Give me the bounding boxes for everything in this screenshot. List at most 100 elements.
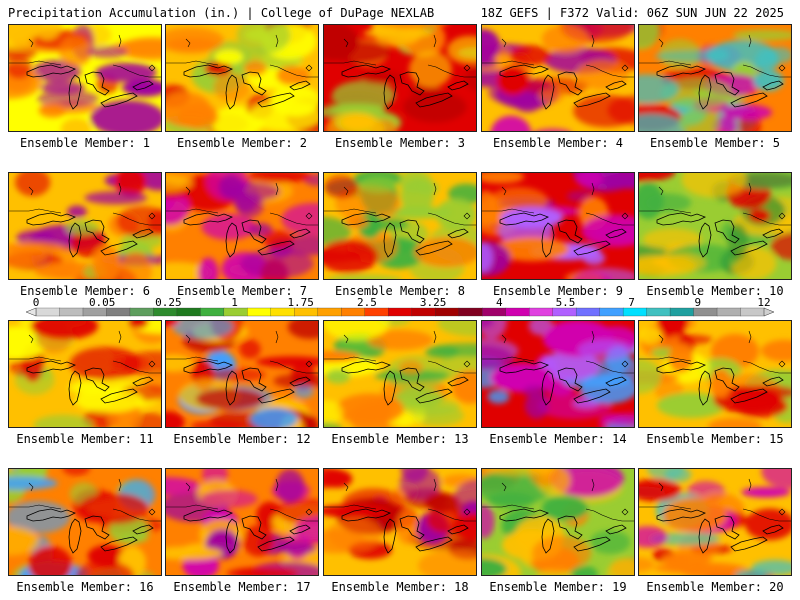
- colorbar-tick-label: 5.5: [555, 296, 576, 309]
- border-lines: [9, 330, 161, 374]
- colorbar-swatch: [552, 307, 577, 317]
- precip-blob: [524, 392, 549, 419]
- colorbar-swatch: [247, 307, 272, 317]
- colorbar-swatch: [411, 307, 436, 317]
- precip-blob: [639, 173, 676, 182]
- precip-blob: [599, 412, 634, 427]
- great-lakes-outline: [656, 508, 784, 554]
- header: Precipitation Accumulation (in.) | Colle…: [0, 0, 800, 22]
- precip-blob: [482, 173, 525, 184]
- precip-blob: [399, 469, 441, 501]
- precip-map: [481, 24, 635, 132]
- great-lakes-outline: [26, 360, 154, 406]
- border-lines: [324, 478, 476, 522]
- precip-blob: [402, 398, 460, 416]
- precip-field: [166, 173, 318, 279]
- precip-blob: [9, 526, 39, 556]
- precip-blob: [753, 70, 784, 91]
- precip-blob: [660, 77, 733, 109]
- ensemble-member-label: Ensemble Member: 7: [176, 284, 308, 298]
- precip-blob: [243, 60, 267, 76]
- precip-blob: [166, 411, 185, 427]
- colorbar-swatch: [223, 307, 248, 317]
- colorbar-swatch: [317, 307, 342, 317]
- ensemble-member-label: Ensemble Member: 19: [489, 580, 627, 594]
- precip-blob: [482, 474, 515, 491]
- ensemble-member-label: Ensemble Member: 8: [334, 284, 466, 298]
- colorbar-tick-label: 0.25: [155, 296, 182, 309]
- precip-blob: [293, 384, 314, 399]
- colorbar-tick-label: 4: [495, 296, 503, 309]
- precip-blob: [60, 118, 92, 131]
- precip-field: [482, 469, 634, 575]
- precip-blob: [662, 497, 727, 533]
- great-lakes-outline: [656, 360, 784, 406]
- precip-blob: [424, 492, 460, 512]
- precip-blob: [324, 400, 344, 425]
- precip-blob: [324, 321, 390, 341]
- precip-blob: [668, 343, 694, 373]
- border-lines: [166, 182, 318, 226]
- border-lines: [9, 34, 161, 78]
- precip-blob: [741, 487, 791, 498]
- border-lines: [639, 330, 791, 374]
- ensemble-member-label: Ensemble Member: 4: [492, 136, 624, 150]
- precip-blob: [761, 469, 791, 489]
- precip-blob: [242, 525, 275, 557]
- precip-blob: [33, 414, 94, 427]
- colorbar-swatch: [622, 307, 648, 317]
- precip-blob: [328, 516, 383, 552]
- border-lines: [166, 478, 318, 522]
- great-lakes-outline: [499, 508, 627, 554]
- great-lakes-outline: [341, 64, 469, 110]
- precip-blob: [535, 128, 570, 131]
- precip-blob: [575, 173, 603, 188]
- precip-blob: [639, 358, 662, 394]
- ensemble-member-label: Ensemble Member: 15: [646, 432, 784, 446]
- precip-blob: [722, 104, 773, 121]
- ensemble-member-label: Ensemble Member: 2: [176, 136, 308, 150]
- precip-blob: [262, 230, 294, 249]
- precip-blob: [415, 180, 439, 195]
- precip-blob: [287, 321, 318, 339]
- colorbar-swatch: [270, 307, 295, 317]
- great-lakes-outline: [183, 212, 311, 258]
- precip-blob: [75, 388, 144, 413]
- colorbar-swatch: [294, 307, 319, 317]
- precip-map: [165, 24, 319, 132]
- precip-blob: [37, 90, 99, 108]
- colorbar-swatch: [176, 307, 202, 317]
- precip-blob: [281, 202, 318, 236]
- precip-blob: [710, 368, 732, 399]
- colorbar-legend: 0 0.05 0.25 1 1.75 2.5 3.25 4 5.5 7 9 12: [0, 296, 800, 320]
- colorbar-swatch: [740, 307, 765, 317]
- precip-blob: [166, 477, 201, 496]
- precip-blob: [250, 407, 298, 427]
- colorbar-max-arrow: [763, 307, 775, 317]
- colorbar-swatch: [482, 307, 507, 317]
- precip-blob: [639, 74, 679, 104]
- precip-blob: [482, 504, 495, 539]
- precip-blob: [190, 420, 246, 427]
- ensemble-member-label: Ensemble Member: 16: [16, 580, 154, 594]
- precip-blob: [540, 351, 601, 381]
- ensemble-member-label: Ensemble Member: 13: [331, 432, 469, 446]
- precip-blob: [435, 198, 476, 231]
- precip-field: [482, 173, 634, 279]
- precip-blob: [734, 569, 767, 575]
- precip-blob: [166, 321, 180, 327]
- border-lines: [324, 182, 476, 226]
- precip-blob: [30, 321, 99, 340]
- precip-blob: [236, 25, 291, 54]
- colorbar-swatch: [716, 307, 742, 317]
- precip-map: [323, 468, 477, 576]
- border-lines: [482, 330, 634, 374]
- colorbar-swatch: [364, 307, 389, 317]
- precip-blob: [67, 205, 87, 218]
- precip-blob: [490, 115, 532, 131]
- precip-blob: [573, 94, 634, 128]
- precip-field: [639, 469, 791, 575]
- precip-blob: [541, 495, 589, 521]
- precip-blob: [770, 231, 791, 260]
- precip-map: [8, 320, 162, 428]
